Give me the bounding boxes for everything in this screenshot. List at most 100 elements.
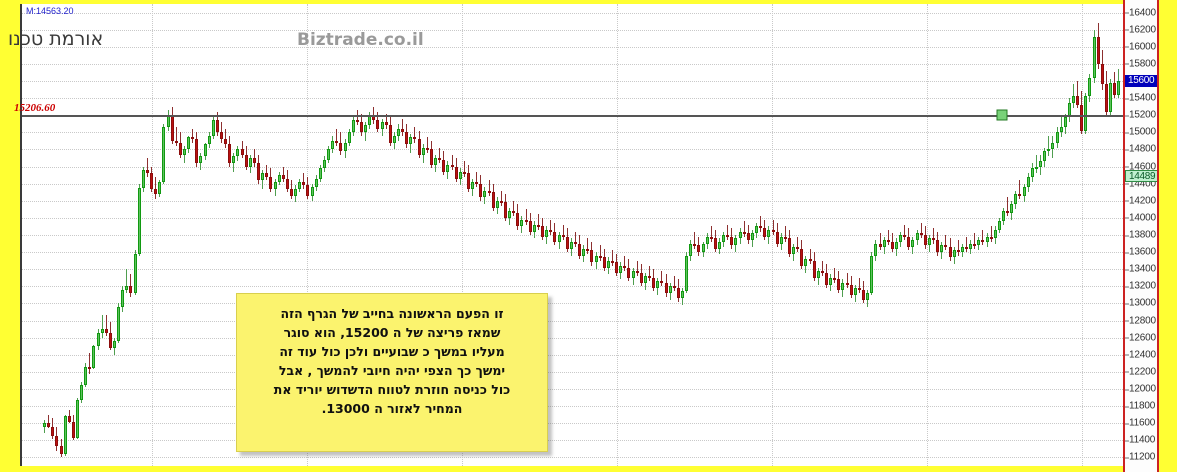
candle-down [282, 175, 285, 179]
candle-down [488, 190, 491, 193]
gridline-horizontal [22, 457, 1123, 459]
candle-up [854, 288, 857, 295]
candle-up [734, 238, 737, 246]
candle-wick [89, 353, 90, 374]
price-axis-tick: 12600 [1125, 332, 1157, 343]
price-axis-tick: 13600 [1125, 247, 1157, 258]
candle-up [780, 236, 783, 244]
analysis-note-line: זו הפעם הראשונה בחייב של הגרף הזה [280, 306, 504, 321]
candle-up [459, 171, 462, 179]
price-axis-tick: 14800 [1125, 144, 1157, 155]
resistance-trendline[interactable] [22, 114, 1123, 117]
candle-up [817, 270, 820, 278]
analysis-note-line: מעליו במשך כ שבועיים ולכן כול עוד זה [279, 344, 505, 359]
price-axis[interactable]: 16400 16200 16000 15800 15600 15400 15200 15000… [1123, 0, 1159, 472]
candle-wick [225, 128, 226, 148]
candle-wick [888, 229, 889, 246]
candle-up [928, 238, 931, 246]
candle-up [113, 341, 116, 348]
candle-wick [427, 137, 428, 153]
candle-down [245, 154, 248, 167]
analysis-note[interactable]: זו הפעם הראשונה בחייב של הגרף הזה שמאז פר… [236, 293, 548, 452]
candle-up [261, 173, 264, 181]
candle-down [60, 446, 63, 454]
candle-down [438, 158, 441, 160]
candle-down [418, 139, 421, 155]
gridline-horizontal [22, 320, 1123, 322]
price-axis-tick: 13400 [1125, 264, 1157, 275]
candle-down [339, 142, 342, 152]
candle-up [1056, 132, 1059, 143]
candle-down [525, 219, 528, 222]
chart-plot-area[interactable] [20, 4, 1123, 466]
candle-down [129, 286, 132, 294]
candle-up [249, 158, 252, 167]
candle-wick [727, 224, 728, 241]
gridline-horizontal [22, 200, 1123, 202]
candle-up [327, 149, 330, 160]
candle-up [142, 169, 145, 188]
candle-up [278, 175, 281, 182]
candle-down [636, 270, 639, 273]
candle-wick [1048, 135, 1049, 157]
candle-up [397, 128, 400, 136]
candle-up [323, 159, 326, 169]
candle-wick [982, 229, 983, 246]
candle-up [368, 115, 371, 126]
candle-up [998, 221, 1001, 230]
candle-down [887, 240, 890, 243]
candle-down [759, 226, 762, 229]
gridline-horizontal [22, 29, 1123, 31]
candle-up [121, 289, 124, 307]
candle-wick [414, 127, 415, 143]
candle-up [961, 246, 964, 253]
candle-wick [859, 277, 860, 294]
candle-up [619, 265, 622, 273]
price-axis-tick: 13200 [1125, 281, 1157, 292]
candle-up [298, 181, 301, 189]
candle-down [825, 272, 828, 285]
candle-wick [501, 190, 502, 206]
candle-up [994, 229, 997, 239]
candle-up [874, 243, 877, 256]
candle-down [195, 139, 198, 164]
candle-wick [933, 228, 934, 244]
candle-down [492, 192, 495, 208]
candle-wick [106, 315, 107, 336]
price-axis-tick: 15200 [1125, 110, 1157, 121]
candle-up [331, 140, 334, 150]
candle-down [673, 286, 676, 289]
candle-wick [797, 236, 798, 253]
candle-down [475, 181, 478, 184]
candle-wick [386, 113, 387, 129]
price-axis-tick: 14600 [1125, 161, 1157, 172]
gridline-vertical [927, 4, 928, 466]
candle-up [751, 233, 754, 241]
candle-down [648, 276, 651, 279]
gridline-horizontal [22, 12, 1123, 14]
candle-up [1035, 166, 1038, 169]
candle-up [739, 231, 742, 239]
candle-down [146, 169, 149, 174]
candle-down [302, 181, 305, 186]
candle-down [907, 236, 910, 247]
candle-up [685, 255, 688, 292]
candle-down [442, 159, 445, 172]
candle-wick [600, 245, 601, 261]
trendline-handle[interactable] [996, 109, 1008, 121]
candle-up [97, 332, 100, 347]
candle-down [179, 142, 182, 155]
candle-wick [130, 273, 131, 297]
candle-down [990, 236, 993, 239]
candle-up [422, 147, 425, 155]
candle-up [162, 127, 165, 182]
candle-wick [266, 164, 267, 181]
candle-down [537, 224, 540, 227]
candle-wick [785, 226, 786, 242]
candle-down [846, 282, 849, 285]
candle-down [920, 233, 923, 236]
candle-up [644, 276, 647, 283]
candle-up [607, 260, 610, 268]
candle-wick [538, 214, 539, 230]
